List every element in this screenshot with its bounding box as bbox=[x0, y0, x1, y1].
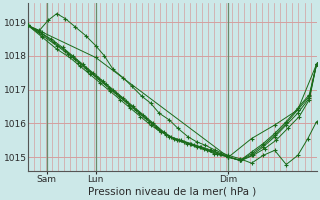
X-axis label: Pression niveau de la mer( hPa ): Pression niveau de la mer( hPa ) bbox=[88, 187, 256, 197]
